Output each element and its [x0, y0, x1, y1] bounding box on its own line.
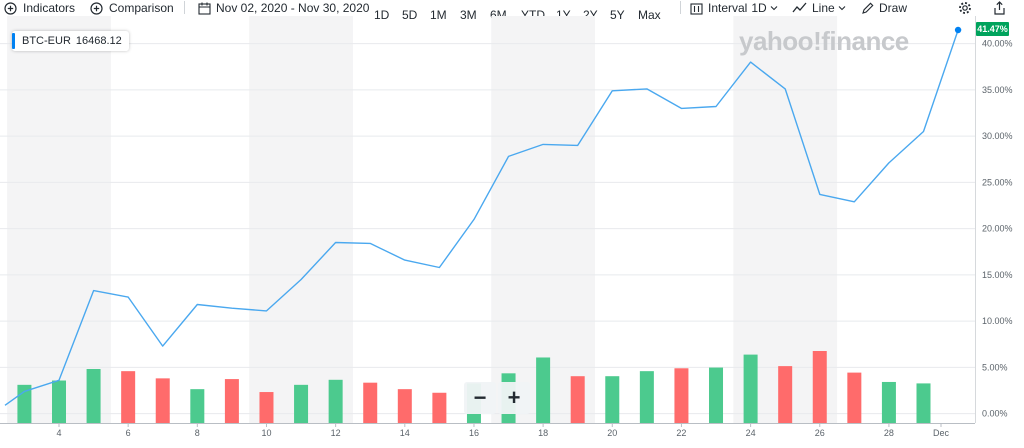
volume-bar: [605, 376, 620, 423]
y-tick-label: 10.00%: [982, 316, 1013, 326]
volume-bar: [86, 369, 101, 423]
range-button-3m[interactable]: 3M: [460, 8, 477, 22]
y-tick-label: 30.00%: [982, 131, 1013, 141]
chart-toolbar: Indicators Comparison Nov 02, 2020 - Nov…: [0, 0, 1024, 22]
x-tick-label: Dec: [933, 428, 950, 438]
x-tick-label: 20: [607, 428, 617, 438]
yahoo-finance-watermark: yahoo!finance: [739, 26, 909, 56]
chart-type-button[interactable]: Line: [792, 1, 846, 15]
indicators-button[interactable]: Indicators: [4, 1, 75, 15]
chevron-down-icon: [838, 4, 846, 12]
x-tick-label: 4: [56, 428, 61, 438]
range-button-5y[interactable]: 5Y: [610, 8, 625, 22]
volume-bar: [259, 392, 274, 423]
week-band: [7, 16, 111, 423]
volume-bar: [778, 366, 793, 423]
volume-bar: [743, 354, 758, 423]
comparison-label: Comparison: [109, 1, 174, 15]
volume-bar: [17, 384, 32, 423]
volume-bar: [363, 382, 378, 423]
price-chart: 0.00% 5.00% 10.00% 15.00% 20.00% 25.00% 30.00%…: [0, 16, 1013, 438]
y-tick-label: 40.00%: [982, 39, 1013, 49]
y-tick-label: 20.00%: [982, 224, 1013, 234]
price-line: [4, 29, 959, 406]
indicators-label: Indicators: [23, 1, 76, 15]
volume-bar: [674, 368, 689, 423]
plus-circle-icon: [4, 1, 17, 15]
symbol-legend[interactable]: BTC-EUR 16468.12: [12, 31, 129, 51]
volume-bar: [155, 378, 170, 423]
x-tick-label: 6: [126, 428, 131, 438]
x-tick-label: 22: [676, 428, 686, 438]
comparison-button[interactable]: Comparison: [90, 1, 174, 15]
x-tick-label: 16: [469, 428, 479, 438]
x-tick-label: 8: [195, 428, 200, 438]
settings-button[interactable]: [958, 1, 972, 15]
volume-bar: [224, 379, 239, 423]
x-tick-label: 18: [538, 428, 548, 438]
legend-symbol: BTC-EUR: [22, 35, 71, 47]
volume-bar: [397, 389, 412, 423]
volume-bar: [847, 372, 862, 423]
y-tick-label: 5.00%: [982, 362, 1008, 372]
share-button[interactable]: [993, 1, 1006, 15]
draw-label: Draw: [879, 1, 908, 15]
y-tick-label: 0.00%: [982, 409, 1008, 419]
week-band: [491, 16, 595, 423]
volume-bar: [52, 380, 66, 423]
range-button-5d[interactable]: 5D: [402, 8, 418, 22]
x-tick-label: 24: [746, 428, 756, 438]
x-tick-label: 26: [815, 428, 825, 438]
y-tick-label: 25.00%: [982, 177, 1013, 187]
toolbar-divider: [680, 1, 681, 14]
share-icon: [993, 1, 1006, 15]
zoom-controls: − +: [464, 382, 530, 414]
interval-value: 1D: [751, 1, 767, 15]
last-value-badge: 41.47%: [976, 22, 1009, 36]
x-tick-label: 10: [261, 428, 271, 438]
chevron-down-icon: [770, 4, 778, 12]
x-tick-label: 12: [331, 428, 341, 438]
gear-icon: [958, 1, 972, 15]
volume-bar: [121, 371, 136, 423]
calendar-icon: [198, 2, 211, 15]
range-button-1d[interactable]: 1D: [374, 8, 390, 22]
volume-bar: [881, 381, 896, 423]
volume-bar: [328, 379, 343, 423]
pencil-icon: [861, 2, 874, 15]
volume-bar: [570, 376, 585, 423]
last-price-dot: [954, 26, 962, 34]
chart-type-label: Line: [812, 1, 835, 15]
plus-circle-icon: [90, 1, 103, 15]
zoom-out-button[interactable]: −: [464, 382, 496, 414]
legend-color-marker: [12, 33, 15, 49]
week-band: [249, 16, 353, 423]
chart-area[interactable]: 0.00% 5.00% 10.00% 15.00% 20.00% 25.00% 30.00%…: [0, 16, 1024, 448]
legend-value: 16468.12: [75, 35, 122, 47]
candlestick-icon: [690, 2, 703, 15]
range-button-max[interactable]: Max: [638, 8, 661, 22]
interval-button[interactable]: Interval 1D: [690, 1, 778, 15]
zoom-in-button[interactable]: +: [498, 382, 530, 414]
volume-bar: [812, 351, 827, 423]
interval-label: Interval: [708, 1, 748, 15]
volume-bar: [190, 389, 205, 423]
volume-bar: [709, 367, 724, 423]
date-range-button[interactable]: Nov 02, 2020 - Nov 30, 2020: [198, 1, 369, 15]
volume-bar: [639, 371, 654, 423]
toolbar-divider: [184, 1, 185, 14]
volume-bar: [536, 357, 551, 423]
y-tick-label: 15.00%: [982, 270, 1013, 280]
x-tick-label: 14: [400, 428, 410, 438]
volume-bar: [916, 383, 931, 423]
range-button-1m[interactable]: 1M: [430, 8, 447, 22]
y-tick-label: 35.00%: [982, 85, 1013, 95]
volume-bar: [432, 392, 447, 423]
volume-bar: [294, 384, 309, 423]
draw-button[interactable]: Draw: [861, 1, 907, 15]
date-range-label: Nov 02, 2020 - Nov 30, 2020: [216, 1, 370, 15]
x-tick-label: 28: [884, 428, 894, 438]
line-chart-icon: [792, 2, 807, 14]
